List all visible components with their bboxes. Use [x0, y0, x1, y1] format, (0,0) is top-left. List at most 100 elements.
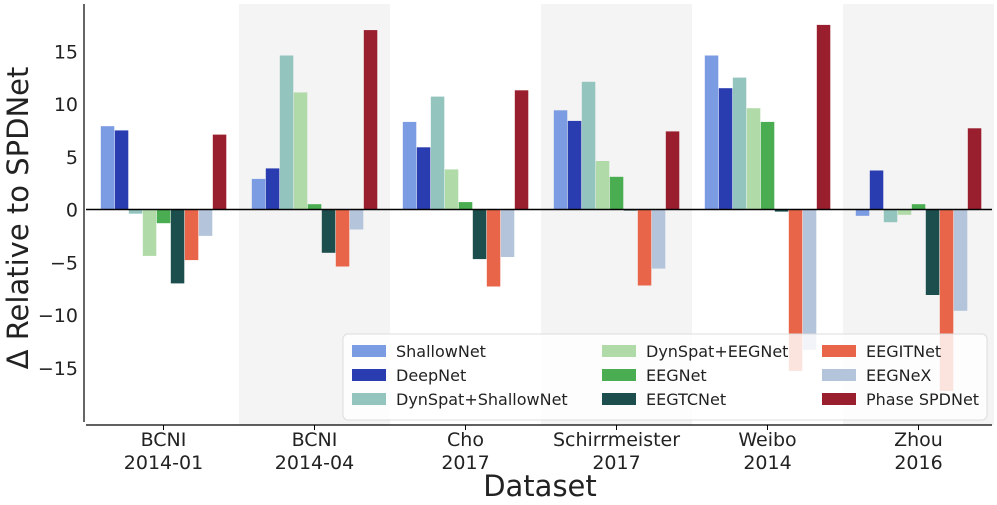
legend-label: DynSpat+ShallowNet	[396, 390, 568, 409]
bar	[335, 209, 350, 267]
bar	[760, 121, 775, 210]
legend-label: EEGTCNet	[646, 390, 726, 409]
legend-item: Phase SPDNet	[822, 390, 979, 409]
y-tick-label: −15	[38, 358, 78, 380]
y-tick-label: 5	[66, 147, 78, 169]
y-tick-label: −10	[38, 305, 78, 327]
legend-label: DeepNet	[396, 366, 466, 385]
bar	[472, 209, 487, 260]
bar	[458, 202, 473, 210]
y-tick-label: 15	[54, 41, 78, 63]
legend-label: DynSpat+EEGNet	[646, 342, 788, 361]
legend-swatch	[602, 369, 636, 381]
y-axis-title: Δ Relative to SPDNet	[1, 67, 35, 370]
bar	[307, 204, 322, 210]
y-tick-label: 10	[54, 94, 78, 116]
x-tick-label-line2: 2017	[441, 452, 489, 474]
legend: ShallowNet DeepNet DynSpat+ShallowNet DynSp…	[342, 333, 988, 421]
legend-label: EEGNeX	[866, 366, 931, 385]
bar	[883, 209, 898, 223]
bar	[816, 24, 831, 210]
legend-item: DynSpat+ShallowNet	[352, 390, 568, 409]
bar	[911, 204, 926, 210]
x-tick-label-line1: BCNI	[141, 429, 187, 451]
bar	[198, 209, 213, 236]
legend-swatch	[822, 345, 856, 357]
bar	[114, 130, 129, 210]
bar	[321, 209, 336, 253]
bar	[156, 209, 171, 224]
bar	[869, 170, 884, 210]
bar	[184, 209, 199, 261]
x-tick-label-line1: Cho	[447, 429, 484, 451]
bar	[609, 176, 624, 210]
bar	[967, 128, 982, 210]
x-tick-label-line2: 2017	[592, 452, 640, 474]
x-tick-label-line1: Schirrmeister	[553, 429, 680, 451]
legend-swatch	[822, 393, 856, 405]
bar	[897, 209, 912, 215]
bar	[553, 110, 568, 210]
bar	[293, 92, 308, 210]
bar	[170, 209, 185, 284]
bar	[486, 209, 501, 287]
bar	[953, 209, 968, 311]
y-tick-label: 0	[66, 200, 78, 222]
bar	[665, 131, 680, 210]
legend-swatch	[352, 369, 386, 381]
bar	[718, 88, 733, 210]
bar	[128, 209, 143, 214]
x-tick-label-line2: 2014-04	[275, 452, 354, 474]
bar	[142, 209, 157, 256]
legend-label: EEGNet	[646, 366, 707, 385]
bar	[416, 147, 431, 210]
bar	[363, 30, 378, 210]
bar	[802, 209, 817, 350]
bar	[581, 81, 596, 210]
legend-item: EEGITNet	[822, 342, 941, 361]
legend-label: EEGITNet	[866, 342, 941, 361]
bar	[251, 178, 266, 210]
bar	[430, 96, 445, 210]
bar	[651, 209, 666, 269]
bar	[855, 209, 870, 216]
legend-item: DynSpat+EEGNet	[602, 342, 788, 361]
legend-swatch	[602, 345, 636, 357]
x-tick-label-line1: Weibo	[738, 429, 796, 451]
legend-swatch	[352, 345, 386, 357]
legend-item: EEGTCNet	[602, 390, 726, 409]
x-tick-label-line2: 2014-01	[124, 452, 203, 474]
y-ticks: −15 −10 −5 0 5 10 15	[38, 41, 78, 380]
bar	[925, 209, 940, 295]
bar	[774, 209, 789, 212]
x-tick-label-line1: BCNI	[292, 429, 338, 451]
legend-item: EEGNet	[602, 366, 707, 385]
bar	[212, 134, 227, 210]
bar	[732, 77, 747, 210]
bar	[704, 55, 719, 210]
y-tick-label: −5	[50, 252, 78, 274]
bar	[444, 169, 459, 210]
bar-layer	[100, 24, 982, 391]
bar	[567, 120, 582, 210]
legend-swatch	[602, 393, 636, 405]
legend-label: ShallowNet	[396, 342, 486, 361]
bar	[265, 168, 280, 210]
bar	[279, 55, 294, 210]
bar	[100, 126, 115, 210]
x-tick-label-line1: Zhou	[894, 429, 943, 451]
bar	[514, 90, 529, 210]
bar	[349, 209, 364, 230]
x-ticks: BCNI2014-01BCNI2014-04Cho2017Schirrmeist…	[124, 425, 943, 474]
bar	[637, 209, 652, 286]
bar	[500, 209, 515, 257]
legend-item: DeepNet	[352, 366, 466, 385]
bar	[788, 209, 803, 371]
legend-swatch	[352, 393, 386, 405]
bar	[746, 108, 761, 210]
legend-item: ShallowNet	[352, 342, 486, 361]
legend-swatch	[822, 369, 856, 381]
legend-item: EEGNeX	[822, 366, 931, 385]
legend-label: Phase SPDNet	[866, 390, 979, 409]
